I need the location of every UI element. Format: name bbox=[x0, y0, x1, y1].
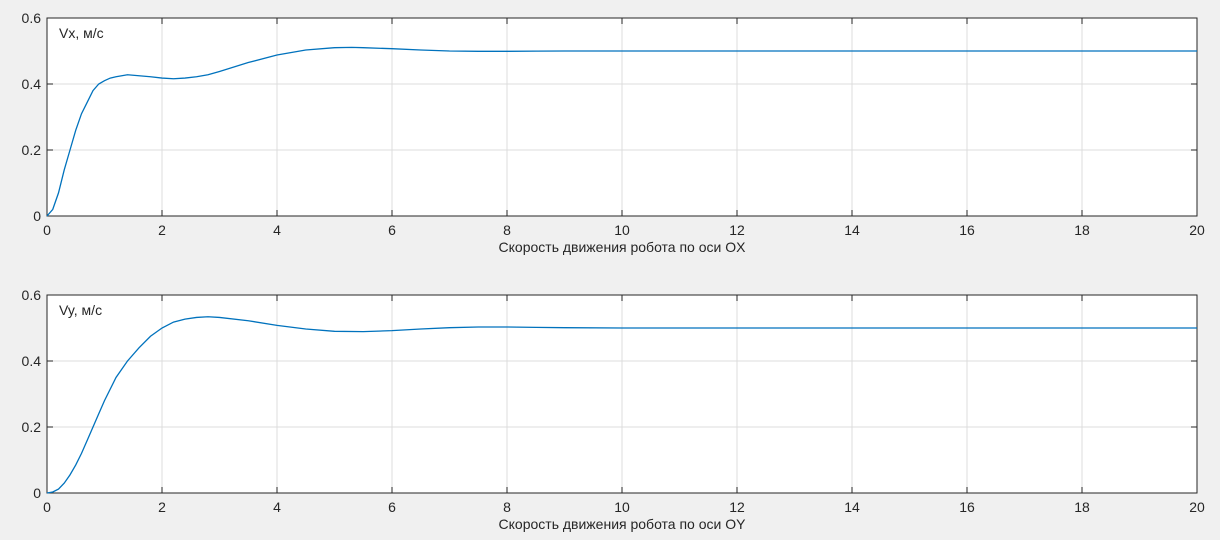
x-tick-label: 4 bbox=[273, 222, 281, 238]
x-tick-label: 16 bbox=[959, 499, 975, 515]
x-tick-label: 18 bbox=[1074, 222, 1090, 238]
x-axis-label: Скорость движения робота по оси OX bbox=[499, 239, 747, 255]
x-tick-label: 4 bbox=[273, 499, 281, 515]
y-tick-label: 0.4 bbox=[22, 76, 42, 92]
x-tick-label: 12 bbox=[729, 222, 745, 238]
y-tick-label: 0.2 bbox=[22, 142, 42, 158]
x-tick-label: 8 bbox=[503, 499, 511, 515]
y-tick-label: 0.4 bbox=[22, 353, 42, 369]
x-tick-label: 0 bbox=[43, 222, 51, 238]
y-tick-label: 0.6 bbox=[22, 10, 42, 26]
x-tick-label: 20 bbox=[1189, 499, 1205, 515]
x-tick-label: 2 bbox=[158, 222, 166, 238]
x-tick-label: 20 bbox=[1189, 222, 1205, 238]
x-tick-label: 18 bbox=[1074, 499, 1090, 515]
x-tick-label: 14 bbox=[844, 222, 860, 238]
series-annotation: Vy, м/с bbox=[59, 302, 102, 318]
y-tick-label: 0 bbox=[33, 485, 41, 501]
y-tick-label: 0.2 bbox=[22, 419, 42, 435]
series-line bbox=[46, 46, 1197, 217]
x-tick-label: 6 bbox=[388, 499, 396, 515]
x-tick-label: 6 bbox=[388, 222, 396, 238]
series-annotation: Vx, м/с bbox=[59, 25, 104, 41]
axes-1: 0 2 4 6 8 10 12 14 16 18 20 0 0.2 0.4 0.6 Vx, м/с Скорос… bbox=[22, 10, 1205, 255]
x-tick-label: 12 bbox=[729, 499, 745, 515]
x-tick-label: 14 bbox=[844, 499, 860, 515]
series-line bbox=[46, 316, 1197, 494]
x-tick-label: 16 bbox=[959, 222, 975, 238]
y-tick-label: 0.6 bbox=[22, 287, 42, 303]
x-tick-label: 10 bbox=[614, 222, 630, 238]
x-tick-label: 8 bbox=[503, 222, 511, 238]
x-tick-label: 2 bbox=[158, 499, 166, 515]
x-axis-label: Скорость движения робота по оси OY bbox=[499, 516, 747, 532]
x-tick-label: 10 bbox=[614, 499, 630, 515]
x-tick-label: 0 bbox=[43, 499, 51, 515]
y-tick-label: 0 bbox=[33, 208, 41, 224]
axes-2: 0 2 4 6 8 10 12 14 16 18 20 0 0.2 0.4 0.6 Vy, м/с Скорос… bbox=[22, 287, 1205, 532]
